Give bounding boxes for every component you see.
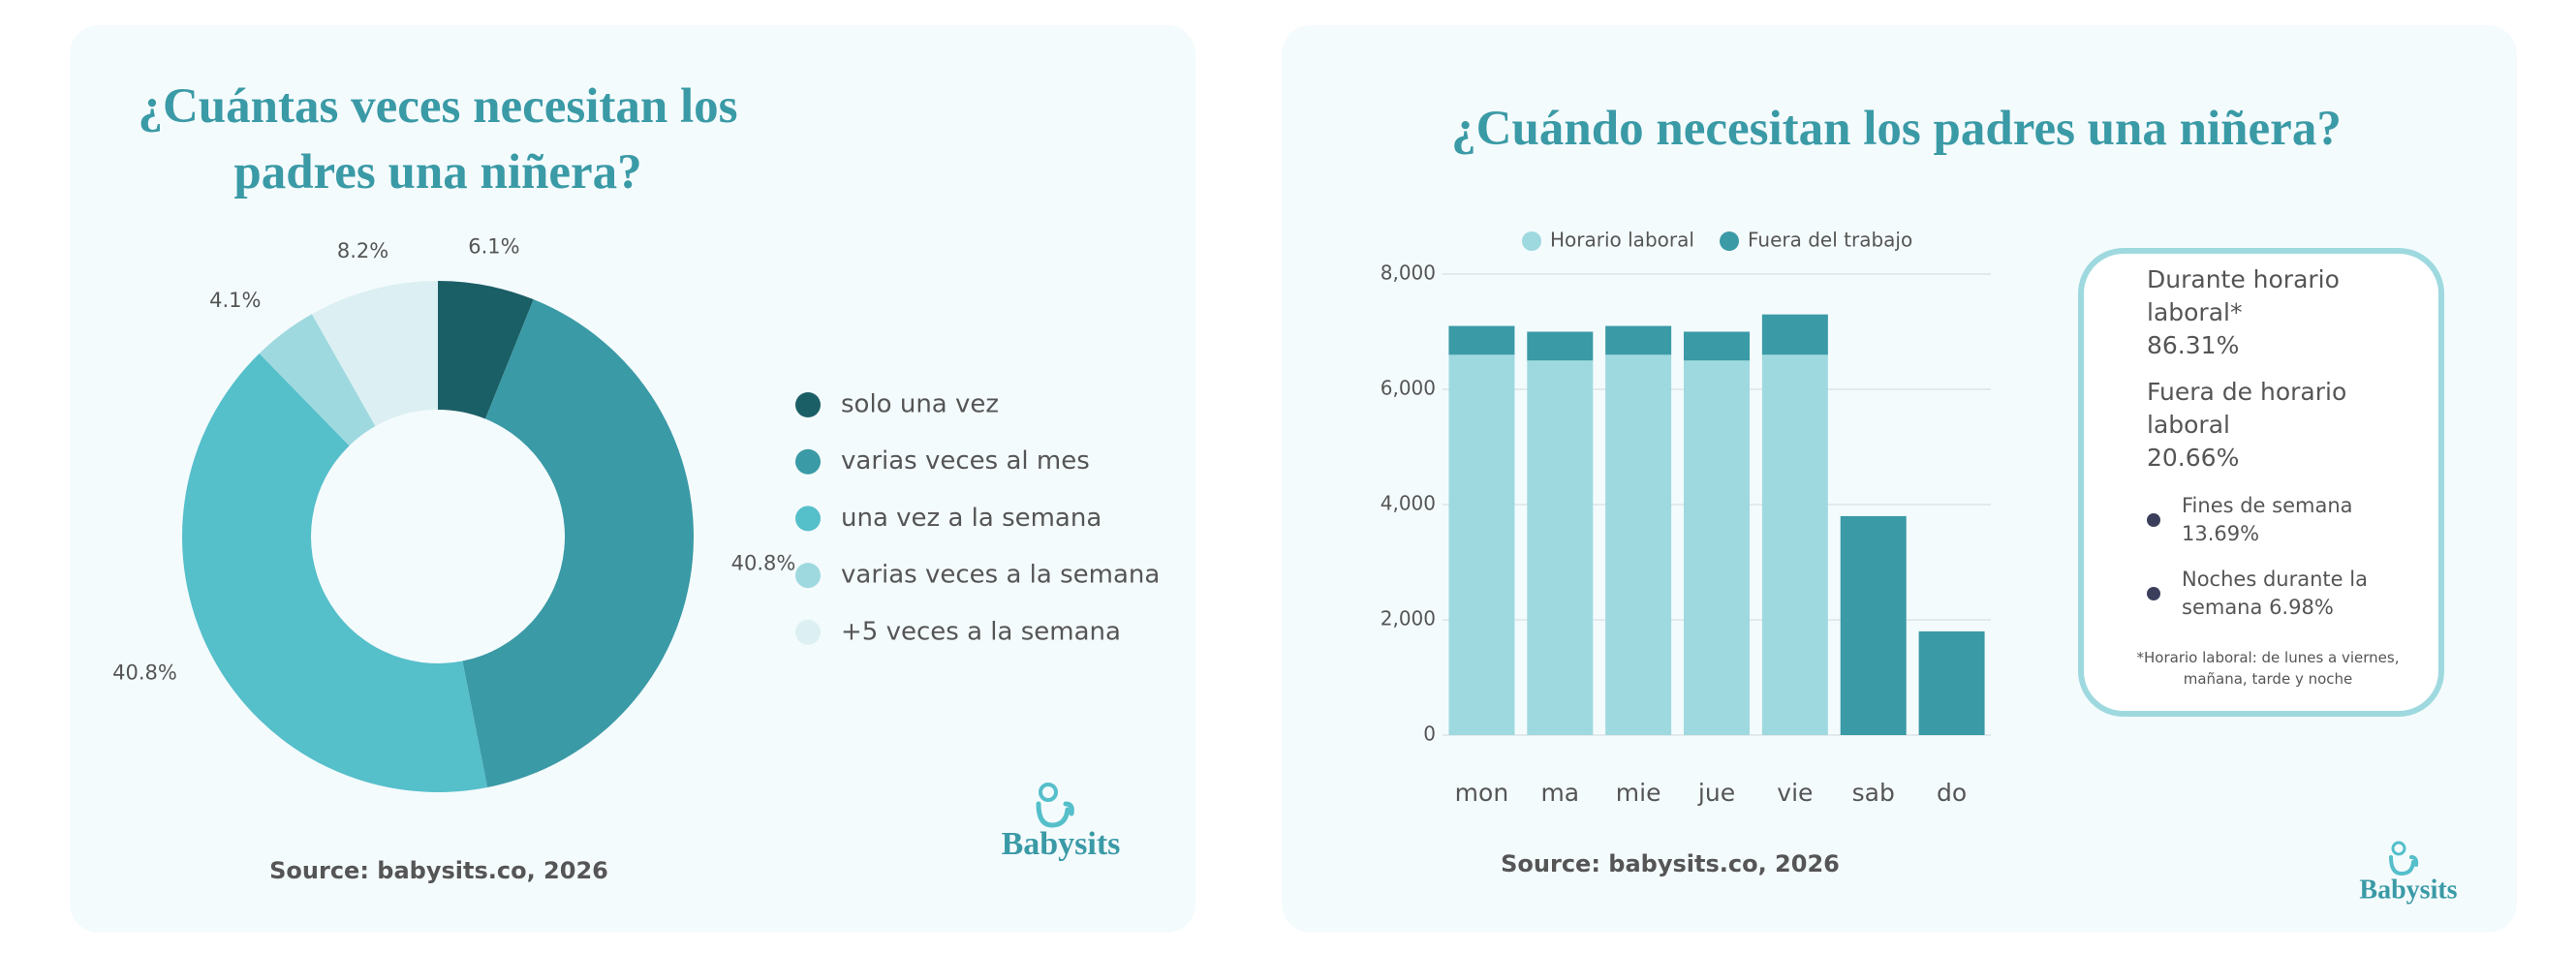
legend-marker [1720,231,1739,251]
bar [1761,314,1828,355]
info-box: Durante horario laboral* 86.31% Fuera de … [2137,263,2418,690]
bar [1527,360,1594,735]
info-value: 20.66% [2147,444,2240,472]
bar [1918,630,1985,735]
legend-marker [795,392,821,417]
bar [1684,360,1750,735]
legend-marker [1522,231,1541,251]
info-value: 13.69% [2182,522,2260,545]
bar [1527,331,1594,361]
donut-slice [182,353,488,792]
bar [1684,331,1750,361]
source: Source: babysits.co, 2026 [1501,850,1840,877]
bar [1605,325,1672,355]
brand: Babysits [2359,875,2457,905]
info-box-frame [2078,248,2444,717]
y-tick-label: 6,000 [1381,377,1436,400]
donut-slice [438,281,534,419]
legend-marker [795,506,821,532]
footnote: *Horario laboral: de lunes a viernes, ma… [2136,649,2400,688]
x-tick-label: sab [1852,779,1895,807]
source: Source: babysits.co, 2026 [269,857,608,884]
y-tick-label: 2,000 [1381,607,1436,630]
chart-title: ¿Cuándo necesitan los padres una niñera? [1451,102,2342,156]
legend-label: varias veces a la semana [841,561,1160,590]
bar [1840,515,1907,735]
logo: Babysits [2359,841,2458,905]
bar [1448,354,1515,735]
legend-label: +5 veces a la semana [841,617,1121,646]
y-tick-label: 4,000 [1381,492,1436,515]
data-label: 4.1% [209,289,261,312]
data-label: 8.2% [337,239,388,262]
bar [1448,325,1515,355]
info-label: Durante horario laboral* [2147,265,2340,326]
info-label: Fines de semana [2182,494,2353,517]
legend-marker [795,563,821,589]
x-tick-label: ma [1540,779,1579,807]
info-label: Fuera de horario laboral [2147,378,2347,439]
legend-label: una vez a la semana [841,504,1102,533]
data-label: 40.8% [731,552,796,575]
y-tick-label: 8,000 [1381,261,1436,285]
x-tick-label: vie [1777,779,1813,807]
x-tick-label: do [1937,779,1967,807]
info-label: Noches durante la semana [2182,568,2368,619]
data-label: 6.1% [468,235,519,259]
info-value: 6.98% [2269,596,2334,619]
x-tick-label: jue [1697,779,1735,807]
x-tick-label: mon [1455,779,1509,807]
donut-slice [259,314,376,446]
legend-marker [795,448,821,475]
legend-marker [795,619,821,645]
bar [1605,354,1672,735]
donut-slice [462,299,694,788]
legend-label: solo una vez [841,390,999,419]
logo: Babysits [1002,783,1121,862]
data-label: 40.8% [112,661,177,684]
legend-label: varias veces al mes [841,446,1090,476]
y-tick-label: 0 [1423,722,1436,746]
info-value: 86.31% [2147,331,2240,359]
legend-label: Fuera del trabajo [1748,229,1912,252]
donut-slice [311,281,438,427]
bar [1761,354,1828,735]
brand: Babysits [1002,826,1121,862]
chart-title: ¿Cuántas veces necesitan los padres una … [138,79,738,200]
legend-label: Horario laboral [1550,229,1694,252]
x-tick-label: mie [1616,779,1661,807]
